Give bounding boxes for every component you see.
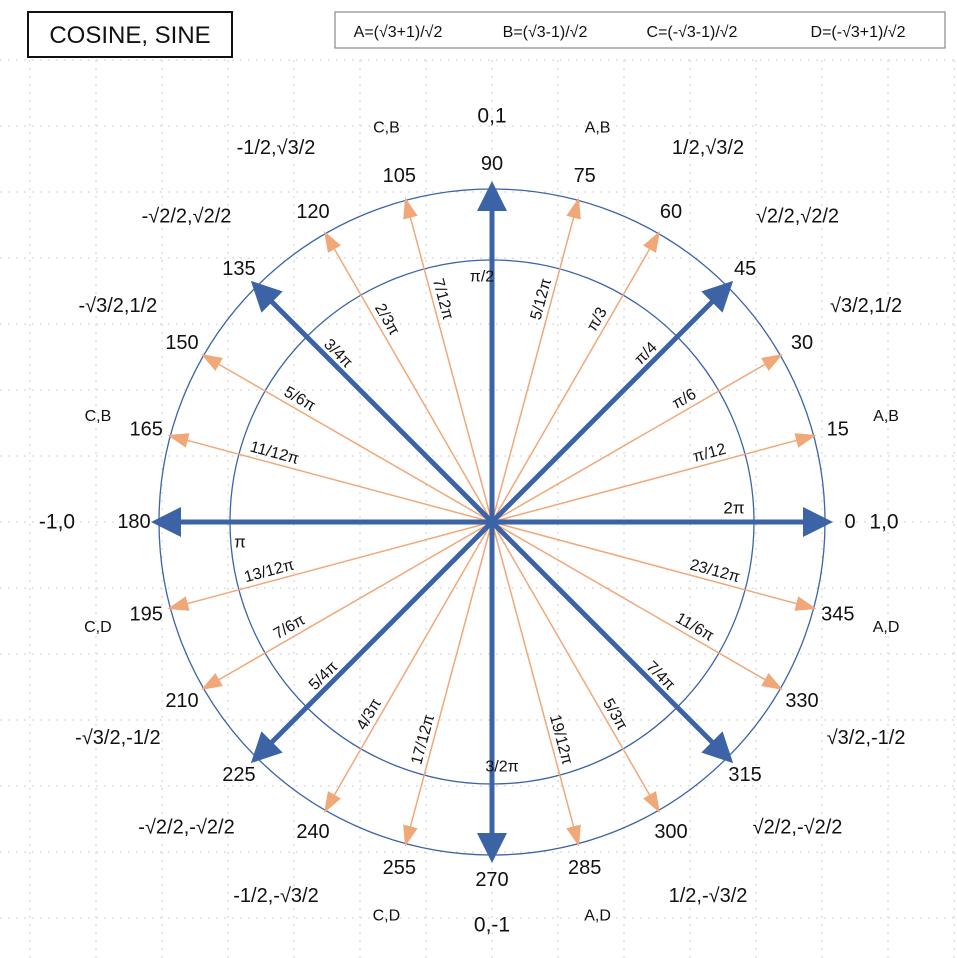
pair-labels: A,B A,B C,B C,B C,D C,D A,D A,D — [84, 119, 899, 924]
pair-label-15: A,B — [873, 408, 899, 425]
coord-label-135: -√2/2,√2/2 — [142, 206, 232, 228]
degree-label-285: 285 — [568, 857, 601, 879]
pair-label-105: C,B — [373, 119, 400, 136]
degree-label-15: 15 — [827, 418, 849, 440]
diagram-title: COSINE, SINE — [49, 22, 210, 49]
degree-label-135: 135 — [222, 258, 255, 280]
degree-label-0: 0 — [844, 511, 855, 533]
degree-label-315: 315 — [728, 764, 761, 786]
arrow-210 — [201, 521, 493, 690]
radian-label-30: π/6 — [670, 386, 700, 413]
degree-label-180: 180 — [117, 511, 150, 533]
degree-label-60: 60 — [660, 201, 682, 223]
coord-label-240: -1/2,-√3/2 — [233, 885, 318, 907]
legend-entry-d: D=(-√3+1)/√2 — [811, 24, 906, 41]
coord-label-180: -1,0 — [39, 511, 75, 534]
arrow-120 — [324, 231, 493, 523]
degree-label-345: 345 — [821, 604, 854, 626]
degree-label-240: 240 — [296, 821, 329, 843]
radian-label-270: 3/2π — [485, 759, 518, 776]
radian-label-45: π/4 — [631, 339, 660, 368]
coord-label-0: 1,0 — [869, 511, 898, 534]
degree-label-120: 120 — [296, 201, 329, 223]
degree-label-210: 210 — [165, 690, 198, 712]
degree-label-270: 270 — [475, 869, 508, 891]
legend-entry-b: B=(√3-1)/√2 — [503, 24, 588, 41]
degree-label-165: 165 — [130, 418, 163, 440]
arrow-255 — [403, 521, 493, 847]
coord-label-90: 0,1 — [477, 105, 506, 128]
title-box: COSINE, SINE — [27, 11, 233, 58]
arrow-330 — [491, 521, 783, 690]
radian-labels: 2ππ/12π/6π/4π/35/12ππ/27/12π2/3π3/4π5/6π… — [234, 269, 744, 776]
degree-label-30: 30 — [791, 332, 813, 354]
degree-label-45: 45 — [734, 258, 756, 280]
coord-label-270: 0,-1 — [474, 914, 510, 937]
arrow-285 — [491, 521, 581, 847]
degree-label-330: 330 — [785, 690, 818, 712]
degree-labels: 0 15 30 45 60 75 90 105 120 135 150 165 180 195 210 225… — [117, 153, 855, 891]
arrow-195 — [167, 521, 493, 611]
degree-label-225: 225 — [222, 764, 255, 786]
degree-label-105: 105 — [383, 165, 416, 187]
degree-label-75: 75 — [574, 165, 596, 187]
radian-label-0: 2π — [723, 499, 744, 518]
coord-label-120: -1/2,√3/2 — [237, 137, 316, 159]
pair-label-165: C,B — [85, 408, 112, 425]
arrow-15 — [491, 433, 817, 523]
pair-label-285: A,D — [584, 908, 611, 925]
major-arrows — [151, 181, 833, 863]
radian-label-15: π/12 — [691, 441, 728, 466]
arrow-60 — [491, 231, 660, 523]
radian-label-180: π — [234, 533, 246, 552]
arrow-225 — [250, 520, 494, 764]
coord-label-225: -√2/2,-√2/2 — [138, 817, 234, 839]
coord-label-300: 1/2,-√3/2 — [669, 885, 748, 907]
coord-label-210: -√3/2,-1/2 — [75, 727, 160, 749]
coord-label-30: √3/2,1/2 — [830, 295, 902, 317]
arrow-315 — [490, 520, 734, 764]
arrow-105 — [403, 197, 493, 523]
pair-label-75: A,B — [585, 119, 611, 136]
legend-box: A=(√3+1)/√2 B=(√3-1)/√2 C=(-√3-1)/√2 D=(… — [334, 11, 946, 49]
arrow-240 — [324, 521, 493, 813]
coord-label-330: √3/2,-1/2 — [827, 727, 906, 749]
pair-label-255: C,D — [373, 908, 401, 925]
pair-label-195: C,D — [84, 619, 112, 636]
degree-label-195: 195 — [130, 604, 163, 626]
arrow-45 — [490, 280, 734, 524]
arrow-165 — [167, 433, 493, 523]
degree-label-90: 90 — [481, 153, 503, 175]
arrow-135 — [250, 280, 494, 524]
radian-label-90: π/2 — [470, 269, 494, 286]
legend-entry-c: C=(-√3-1)/√2 — [647, 24, 738, 41]
arrow-300 — [491, 521, 660, 813]
coord-label-60: 1/2,√3/2 — [672, 137, 744, 159]
arrow-75 — [491, 197, 581, 523]
degree-label-300: 300 — [654, 821, 687, 843]
coord-label-150: -√3/2,1/2 — [78, 295, 157, 317]
arrow-150 — [201, 354, 493, 523]
coord-label-315: √2/2,-√2/2 — [753, 817, 843, 839]
arrow-345 — [491, 521, 817, 611]
coordinate-labels: 1,0 √3/2,1/2 √2/2,√2/2 1/2,√3/2 0,1 -1/2,√3/2… — [39, 105, 906, 937]
arrow-30 — [491, 354, 783, 523]
pair-label-345: A,D — [873, 619, 900, 636]
degree-label-255: 255 — [383, 857, 416, 879]
degree-label-150: 150 — [165, 332, 198, 354]
coord-label-45: √2/2,√2/2 — [756, 206, 839, 228]
legend-entry-a: A=(√3+1)/√2 — [354, 24, 443, 41]
minor-arrows — [167, 197, 817, 847]
radian-label-60: π/3 — [584, 305, 611, 335]
